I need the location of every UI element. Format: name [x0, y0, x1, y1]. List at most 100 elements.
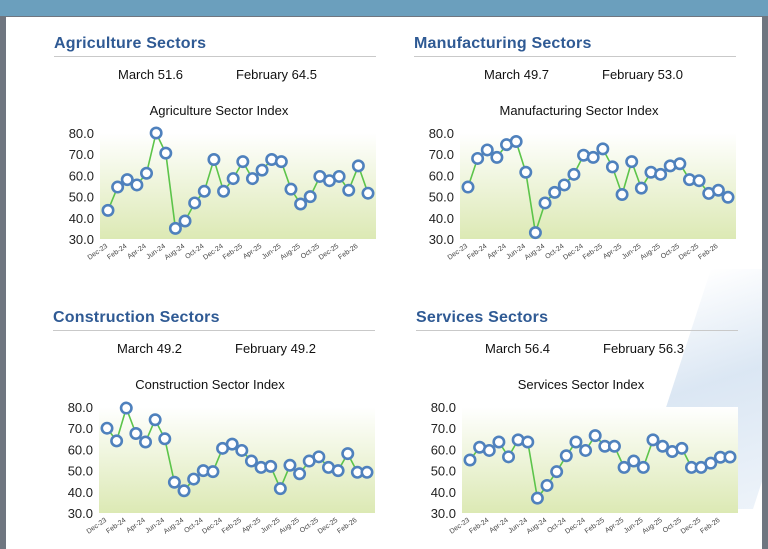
data-point	[197, 184, 211, 198]
x-tick-label: Apr-24	[125, 517, 146, 535]
x-tick-label: Apr-25	[604, 517, 625, 535]
x-tick-label: Oct-25	[662, 517, 683, 535]
data-point	[502, 450, 516, 464]
construction-chart: 80.070.060.050.040.030.0Dec-23Feb-24Apr-…	[68, 400, 375, 536]
x-tick-label: Oct-25	[299, 517, 320, 535]
x-tick-label: Oct-24	[546, 517, 567, 535]
data-point	[721, 190, 735, 204]
construction-chart-title: Construction Sector Index	[135, 377, 285, 392]
x-tick-label: Jun-24	[507, 517, 529, 535]
data-point	[284, 182, 298, 196]
x-tick-label: Apr-25	[602, 243, 623, 261]
x-tick-label: Jun-24	[145, 243, 167, 261]
x-tick-label: Oct-24	[184, 243, 205, 261]
data-point	[188, 196, 202, 210]
data-point	[312, 450, 326, 464]
x-tick-label: Dec-25	[318, 243, 341, 262]
x-tick-label: Apr-25	[241, 517, 262, 535]
data-point	[360, 465, 374, 479]
data-point	[274, 155, 288, 169]
manufacturing-chart: 80.070.060.050.040.030.0Dec-23Feb-24Apr-…	[429, 126, 736, 262]
data-point	[130, 178, 144, 192]
data-point	[129, 426, 143, 440]
data-point	[187, 472, 201, 486]
data-point	[331, 464, 345, 478]
construction-panel: Construction Sectors March 49.2 February…	[53, 309, 383, 549]
x-tick-label: Apr-24	[488, 517, 509, 535]
y-tick-label: 40.0	[68, 485, 93, 500]
x-tick-label: Feb-24	[106, 243, 128, 262]
data-point	[528, 226, 542, 240]
data-point	[461, 180, 475, 194]
data-point	[673, 157, 687, 171]
data-point	[548, 185, 562, 199]
data-point	[480, 143, 494, 157]
plot-area	[99, 407, 375, 513]
y-tick-label: 80.0	[431, 400, 456, 415]
y-tick-label: 60.0	[429, 168, 454, 183]
data-point	[139, 435, 153, 449]
data-point	[521, 435, 535, 449]
x-tick-label: Oct-24	[544, 243, 565, 261]
y-tick-label: 70.0	[68, 421, 93, 436]
x-tick-label: Dec-25	[317, 517, 340, 536]
manufacturing-previous-value: February 53.0	[602, 67, 683, 82]
data-point	[100, 421, 114, 435]
data-point	[140, 166, 154, 180]
data-point	[634, 181, 648, 195]
window-top-bar	[0, 0, 768, 16]
x-tick-label: Apr-25	[242, 243, 263, 261]
data-point	[303, 190, 317, 204]
x-tick-label: Apr-24	[126, 243, 147, 261]
data-point	[120, 173, 134, 187]
data-point	[482, 443, 496, 457]
x-tick-label: Feb-24	[468, 517, 490, 536]
data-point	[148, 413, 162, 427]
data-point	[235, 443, 249, 457]
data-point	[226, 172, 240, 186]
data-point	[273, 482, 287, 496]
data-point	[168, 221, 182, 235]
manufacturing-heading: Manufacturing Sectors	[414, 35, 592, 52]
y-tick-label: 30.0	[69, 232, 94, 247]
services-panel: Services Sectors March 56.4 February 56.…	[416, 309, 746, 549]
x-tick-label: Feb-26	[699, 517, 721, 536]
x-tick-label: Feb-26	[337, 243, 359, 262]
services-previous-value: February 56.3	[603, 341, 684, 356]
data-point	[569, 435, 583, 449]
y-tick-label: 70.0	[69, 147, 94, 162]
data-point	[579, 443, 593, 457]
data-point	[490, 150, 504, 164]
manufacturing-chart-title: Manufacturing Sector Index	[499, 103, 659, 118]
data-point	[293, 467, 307, 481]
x-tick-label: Jun-25	[621, 243, 643, 261]
data-point	[654, 167, 668, 181]
data-point	[236, 155, 250, 169]
construction-heading: Construction Sectors	[53, 309, 220, 326]
x-tick-label: Aug-25	[278, 517, 301, 536]
data-point	[557, 178, 571, 192]
agriculture-panel: Agriculture Sectors March 51.6 February …	[54, 35, 384, 275]
data-point	[723, 450, 737, 464]
data-point	[704, 456, 718, 470]
x-tick-label: Feb-24	[105, 517, 127, 536]
y-tick-label: 40.0	[69, 211, 94, 226]
agriculture-current-value: March 51.6	[118, 67, 184, 82]
x-tick-label: Jun-25	[623, 517, 645, 535]
data-point	[463, 453, 477, 467]
x-tick-label: Oct-25	[660, 243, 681, 261]
x-tick-label: Dec-24	[562, 243, 585, 262]
data-point	[538, 196, 552, 210]
x-tick-label: Aug-24	[163, 517, 186, 536]
y-tick-label: 80.0	[429, 126, 454, 141]
data-point	[559, 449, 573, 463]
x-tick-label: Oct-25	[300, 243, 321, 261]
data-point	[245, 172, 259, 186]
data-point	[656, 439, 670, 453]
data-point	[361, 186, 375, 200]
x-tick-label: Dec-24	[202, 243, 225, 262]
data-point	[342, 183, 356, 197]
data-point	[101, 203, 115, 217]
manufacturing-panel: Manufacturing Sectors March 49.7 Februar…	[414, 35, 744, 275]
x-tick-label: Jun-25	[260, 517, 282, 535]
